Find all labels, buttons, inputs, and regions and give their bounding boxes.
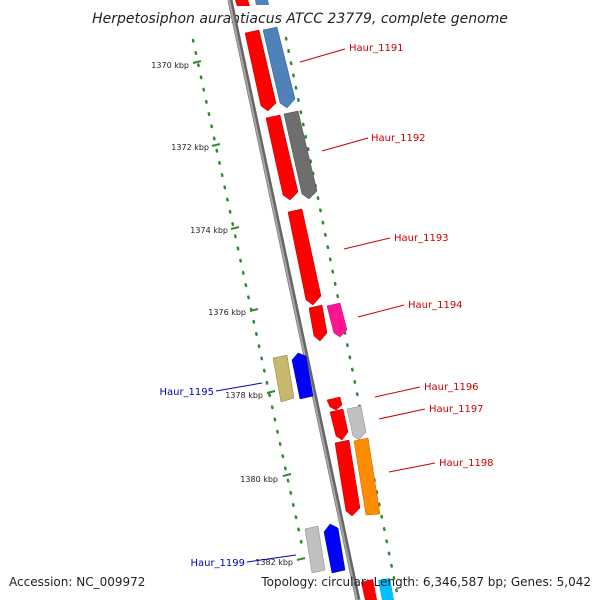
gene-feature[interactable]: [272, 354, 295, 403]
gene-feature[interactable]: [235, 0, 250, 6]
ruler-tick: [249, 308, 259, 312]
gene-feature[interactable]: [291, 352, 314, 400]
ruler-track-inner: [191, 38, 305, 552]
gene-feature[interactable]: [326, 302, 348, 338]
reverse-strand-features: [272, 352, 346, 574]
ruler-tick-label: 1372 kbp: [171, 143, 209, 152]
gene-feature[interactable]: [255, 0, 269, 5]
gene-feature[interactable]: [308, 304, 328, 342]
gene-label-haur-1194[interactable]: Haur_1194: [408, 300, 463, 311]
ruler-tick: [296, 557, 306, 561]
ruler-tick-label: 1376 kbp: [208, 308, 246, 317]
gene-label-haur-1195[interactable]: Haur_1195: [159, 387, 214, 398]
forward-strand-features: [235, 0, 394, 600]
gene-label-haur-1198[interactable]: Haur_1198: [439, 458, 494, 469]
ruler-tick: [282, 473, 292, 477]
ruler-tick: [230, 226, 240, 230]
genome-backbone: [227, 0, 361, 600]
gene-feature[interactable]: [304, 525, 326, 574]
gene-label-haur-1193[interactable]: Haur_1193: [394, 233, 449, 244]
map-title: Herpetosiphon aurantiacus ATCC 23779, co…: [92, 11, 508, 27]
ruler-tick: [211, 143, 221, 147]
ruler-tick: [266, 390, 276, 394]
accession-text: Accession: NC_009972: [9, 575, 145, 589]
ruler-tick-label: 1370 kbp: [151, 61, 189, 70]
ruler-tick-label: 1380 kbp: [240, 475, 278, 484]
ruler-tick-labels: 1370 kbp 1372 kbp 1374 kbp 1376 kbp 1378…: [151, 61, 293, 567]
ruler-tick-label: 1382 kbp: [255, 558, 293, 567]
gene-feature[interactable]: [262, 26, 296, 109]
gene-label-haur-1191[interactable]: Haur_1191: [349, 43, 404, 54]
gene-feature[interactable]: [353, 437, 381, 516]
gene-label-haur-1196[interactable]: Haur_1196: [424, 382, 479, 393]
ruler-tick-label: 1374 kbp: [190, 226, 228, 235]
gene-label-haur-1199[interactable]: Haur_1199: [190, 558, 245, 569]
gene-feature[interactable]: [326, 396, 343, 411]
genome-summary-text: Topology: circular; Length: 6,346,587 bp…: [260, 575, 591, 589]
gene-feature[interactable]: [283, 110, 318, 200]
ruler-tick: [192, 60, 202, 64]
gene-feature[interactable]: [287, 208, 322, 306]
gene-feature[interactable]: [265, 114, 299, 201]
gene-label-haur-1192[interactable]: Haur_1192: [371, 133, 426, 144]
gene-feature[interactable]: [361, 579, 377, 600]
gene-feature[interactable]: [378, 578, 394, 600]
gene-feature[interactable]: [323, 523, 346, 574]
gene-label-leaders: [215, 48, 436, 563]
gene-feature[interactable]: [329, 408, 349, 441]
gene-labels: Haur_1191 Haur_1192 Haur_1193 Haur_1194 …: [159, 43, 493, 569]
ruler-ticks: [192, 60, 306, 561]
gene-feature[interactable]: [346, 405, 367, 441]
ruler-track-outer: [284, 36, 400, 600]
ruler-tick-label: 1378 kbp: [225, 391, 263, 400]
gene-label-haur-1197[interactable]: Haur_1197: [429, 404, 484, 415]
gene-feature[interactable]: [334, 439, 361, 517]
gene-feature[interactable]: [244, 29, 277, 112]
